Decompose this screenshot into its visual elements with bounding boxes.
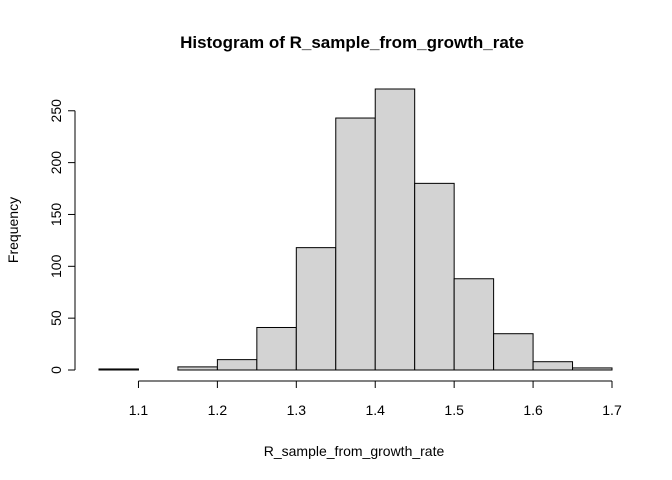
y-tick-label: 50 <box>48 310 64 326</box>
y-axis-label: Frequency <box>5 197 21 263</box>
histogram-bar <box>216 359 258 371</box>
x-tick-label: 1.4 <box>365 402 385 418</box>
x-axis-label: R_sample_from_growth_rate <box>264 443 445 459</box>
histogram-bar <box>453 278 495 371</box>
y-tick-label: 200 <box>48 151 64 175</box>
x-axis: 1.1 1.2 1.3 1.4 1.5 1.6 1.7 <box>129 380 622 418</box>
histogram-bar <box>177 366 218 371</box>
y-tick-label: 250 <box>48 99 64 123</box>
histogram-bar <box>335 117 376 371</box>
y-tick-label: 0 <box>48 366 64 374</box>
histogram-bar <box>532 361 574 371</box>
x-tick-label: 1.3 <box>287 402 307 418</box>
histogram-bar <box>295 247 337 371</box>
x-tick-label: 1.6 <box>523 402 543 418</box>
y-tick-label: 100 <box>48 254 64 278</box>
x-tick-label: 1.5 <box>444 402 464 418</box>
histogram-bar <box>493 333 534 371</box>
x-tick-label: 1.7 <box>602 402 622 418</box>
y-axis: 0 50 100 150 200 250 <box>48 99 76 374</box>
bars-group <box>98 88 613 371</box>
histogram-bar <box>414 182 455 371</box>
histogram-bar <box>256 326 297 371</box>
x-tick-label: 1.2 <box>208 402 228 418</box>
histogram-bar <box>572 367 613 371</box>
chart-title: Histogram of R_sample_from_growth_rate <box>180 33 524 52</box>
histogram-bar <box>98 368 139 371</box>
x-tick-label: 1.1 <box>129 402 149 418</box>
y-tick-label: 150 <box>48 203 64 227</box>
histogram-bar <box>374 88 416 371</box>
